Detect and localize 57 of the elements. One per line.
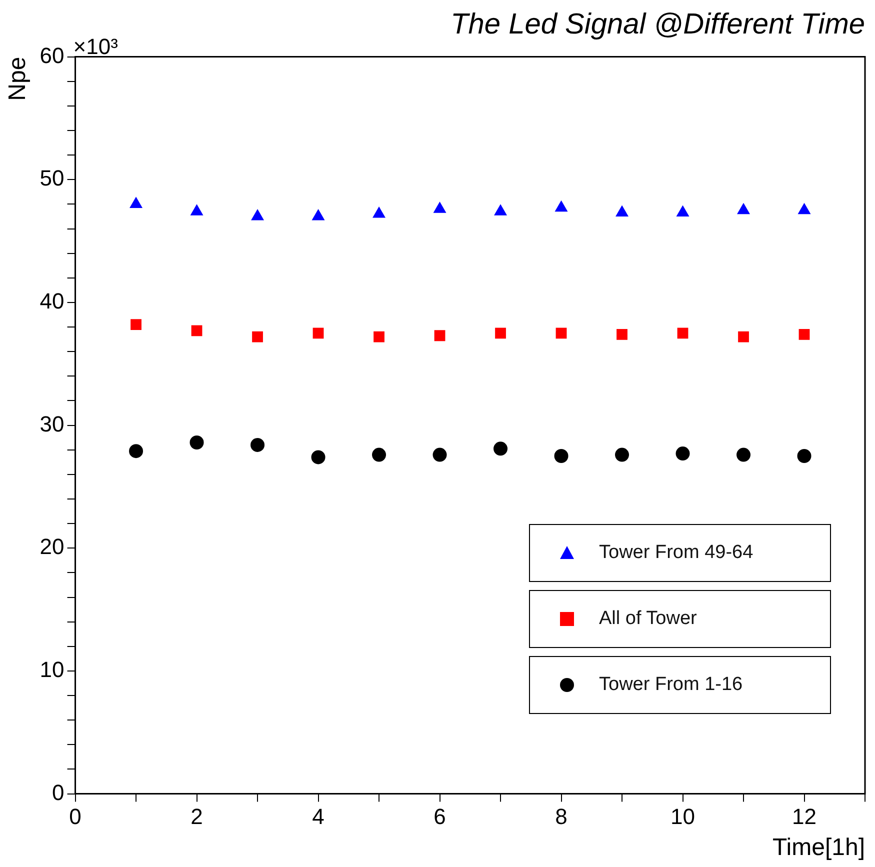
point [372,207,386,218]
legend-label: Tower From 1-16 [599,674,743,696]
point [677,328,688,339]
point [130,319,142,330]
y-tick-label: 0 [52,780,64,805]
point [251,209,264,220]
point [737,203,750,214]
point [494,204,507,216]
y-tick-label: 30 [40,411,64,436]
point [798,203,810,214]
point [555,200,568,212]
y-tick-label: 40 [40,288,64,314]
point [129,444,144,458]
y-tick-label: 60 [40,42,64,68]
point [556,328,567,339]
point [130,197,142,208]
point [494,442,508,456]
point [615,448,630,462]
point [554,449,568,464]
y-axis-title: Npe [4,56,32,101]
point [434,202,446,213]
legend-label: All of Tower [599,608,697,630]
point [434,330,446,342]
x-tick-label: 12 [792,804,816,830]
chart-title: The Led Signal @Different Time [450,8,865,40]
x-tick-label: 0 [69,804,82,830]
point [190,204,203,216]
x-tick-label: 2 [190,804,203,830]
legend-label: Tower From 49-64 [599,542,754,564]
point [616,206,628,217]
x-tick-label: 6 [434,804,446,830]
point [676,446,690,461]
point [252,331,263,342]
x-axis-title: Time[1h] [772,834,865,862]
point [797,449,812,464]
point [311,450,326,464]
point [738,331,749,342]
point [312,209,324,220]
y-tick-label: 10 [40,657,64,682]
annotation: ×10³ [73,34,118,59]
x-tick-label: 10 [670,804,695,830]
point [190,435,204,450]
point [250,438,265,452]
point [798,328,810,340]
point [616,328,628,340]
point [372,448,386,462]
x-tick-label: 4 [312,804,324,830]
point [191,325,202,336]
x-tick-label: 8 [555,804,568,830]
y-tick-label: 20 [40,534,64,560]
point [736,448,751,462]
point [312,328,324,339]
point [495,328,506,339]
point [432,448,447,462]
point [676,206,689,217]
y-tick-label: 50 [40,166,64,191]
point [374,331,384,342]
